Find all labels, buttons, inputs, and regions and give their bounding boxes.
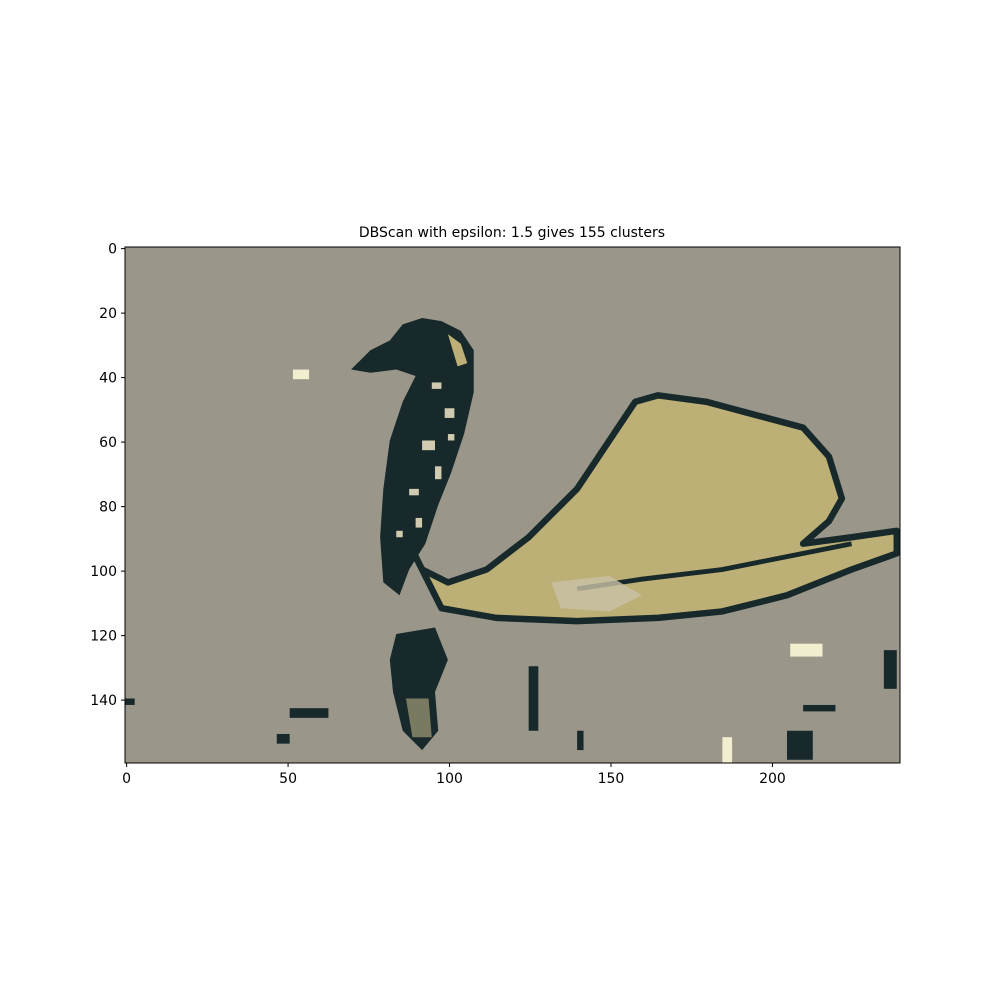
light-patch [551, 575, 642, 612]
swan-body [405, 392, 901, 625]
swan-neck [351, 317, 474, 596]
neck-speckles [396, 382, 455, 538]
segmented-image [125, 317, 901, 763]
y-tick-label: 60 [99, 435, 117, 451]
y-tick-label: 100 [90, 564, 117, 580]
x-tick-label: 100 [436, 771, 463, 787]
noise [125, 650, 897, 760]
y-tick-label: 140 [90, 693, 117, 709]
head-patch [447, 334, 468, 367]
reflection [389, 627, 448, 751]
bright-spots [292, 369, 823, 763]
axes-frame [124, 246, 901, 764]
chart-title: DBScan with epsilon: 1.5 gives 155 clust… [359, 225, 665, 241]
wing-line [576, 541, 853, 592]
x-tick-label: 0 [122, 771, 131, 787]
y-tick-label: 0 [108, 242, 117, 258]
y-tick-label: 20 [99, 306, 117, 322]
y-tick-label: 80 [99, 500, 117, 516]
x-tick-label: 150 [598, 771, 625, 787]
x-tick-label: 200 [759, 771, 786, 787]
x-tick-label: 50 [279, 771, 297, 787]
y-tick-label: 40 [99, 371, 117, 387]
reflection-patch [405, 698, 432, 738]
y-tick-label: 120 [90, 629, 117, 645]
